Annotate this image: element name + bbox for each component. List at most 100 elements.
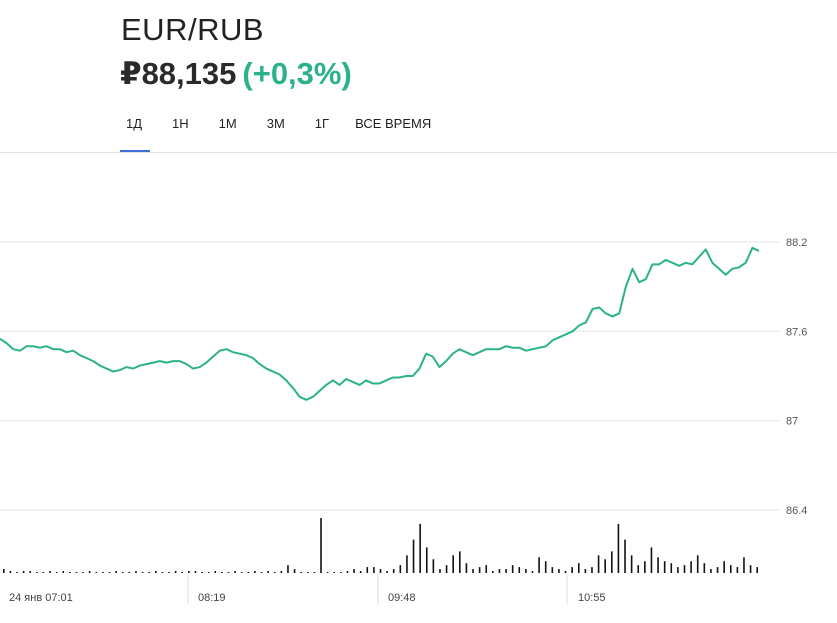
volume-bar <box>696 555 699 573</box>
volume-bar <box>267 571 269 573</box>
period-tabs: 1Д 1Н 1М 3М 1Г ВСЕ ВРЕМЯ <box>120 110 439 153</box>
volume-bar <box>412 539 415 573</box>
tab-1y[interactable]: 1Г <box>314 116 330 131</box>
volume-bar <box>95 572 98 573</box>
volume-bar <box>577 563 580 573</box>
tab-1m[interactable]: 1М <box>218 116 237 131</box>
volume-bar <box>168 572 170 573</box>
volume-bar <box>663 561 666 573</box>
currency-pair-title: EUR/RUB <box>121 12 265 47</box>
volume-bar <box>42 572 45 573</box>
volume-bar <box>115 571 117 573</box>
volume-bar <box>677 567 679 573</box>
volume-bar <box>492 571 494 573</box>
volume-bar <box>604 559 606 573</box>
x-tick-label: 09:48 <box>388 592 416 604</box>
volume-bar <box>716 567 719 573</box>
volume-bar <box>254 571 256 573</box>
y-tick-label: 87 <box>786 416 798 428</box>
volume-bar <box>611 551 613 573</box>
volume-bar <box>333 572 336 573</box>
volume-bar <box>121 572 124 573</box>
volume-bar <box>346 571 349 573</box>
volume-bar <box>445 565 448 573</box>
volume-bar <box>630 555 633 573</box>
volume-bar <box>551 567 554 573</box>
volume-bar <box>49 571 51 573</box>
volume-bar <box>544 561 547 573</box>
volume-bar <box>320 518 322 573</box>
volume-bar <box>128 572 131 573</box>
volume-bar <box>313 572 316 573</box>
volume-bar <box>729 565 732 573</box>
volume-bar <box>36 572 38 573</box>
volume-bar <box>392 569 395 573</box>
volume-bar <box>399 565 402 573</box>
volume-bar <box>102 572 104 573</box>
volume-bar <box>366 567 369 573</box>
price-line <box>0 246 760 401</box>
volume-bar <box>690 561 692 573</box>
volume-bar <box>373 567 375 573</box>
volume-bar <box>141 572 144 573</box>
volume-bar <box>280 571 283 573</box>
volume-bar <box>591 567 593 573</box>
x-tick-label: 10:55 <box>578 592 606 604</box>
volume-bar <box>538 557 540 573</box>
x-tick-label: 08:19 <box>198 592 226 604</box>
volume-bar <box>234 571 236 573</box>
volume-bar <box>82 572 84 573</box>
tab-3m[interactable]: 3М <box>266 116 285 131</box>
volume-bar <box>584 569 587 573</box>
volume-bar <box>498 569 501 573</box>
volume-bar <box>201 572 203 573</box>
y-tick-label: 88.2 <box>786 237 807 249</box>
volume-bar <box>657 557 659 573</box>
volume-bar <box>247 572 250 573</box>
volume-bar <box>188 571 190 573</box>
volume-bar <box>207 572 210 573</box>
tab-1d[interactable]: 1Д <box>120 110 151 153</box>
tab-1w[interactable]: 1Н <box>172 116 189 131</box>
volume-bar <box>478 567 481 573</box>
volume-bar <box>571 567 573 573</box>
tab-all-time[interactable]: ВСЕ ВРЕМЯ <box>355 116 432 131</box>
volume-bar <box>273 572 276 573</box>
volume-bar <box>108 572 111 573</box>
y-tick-label: 87.6 <box>786 326 807 338</box>
volume-bar <box>62 571 65 573</box>
y-tick-label: 86.4 <box>786 505 807 517</box>
volume-bar <box>161 572 164 573</box>
volume-bar <box>637 565 640 573</box>
volume-bar <box>194 571 197 573</box>
volume-bar <box>221 572 223 573</box>
volume-bar <box>465 563 468 573</box>
volume-bar <box>703 563 706 573</box>
volume-bar <box>55 572 58 573</box>
volume-bar <box>439 569 441 573</box>
volume-bar <box>16 572 18 573</box>
volume-bar <box>683 565 686 573</box>
volume-bar <box>181 572 184 573</box>
current-price: ₽88,135 <box>120 56 237 91</box>
volume-bar <box>531 571 534 573</box>
volume-bar <box>174 571 177 573</box>
volume-bar <box>459 551 461 573</box>
volume-bar <box>650 547 653 573</box>
x-tick-label: 24 янв 07:01 <box>9 592 73 604</box>
volume-bar <box>485 565 488 573</box>
volume-bar <box>644 561 646 573</box>
volume-bar <box>406 555 408 573</box>
volume-bar <box>597 555 600 573</box>
volume-bar <box>624 539 626 573</box>
price-change: (+0,3%) <box>242 56 352 91</box>
volume-bar <box>710 569 712 573</box>
volume-bar <box>69 572 71 573</box>
volume-bar <box>743 557 745 573</box>
volume-bar <box>135 571 137 573</box>
volume-bar <box>505 569 507 573</box>
volume-bar <box>155 571 157 573</box>
volume-bar <box>419 523 421 573</box>
volume-bar <box>723 561 725 573</box>
